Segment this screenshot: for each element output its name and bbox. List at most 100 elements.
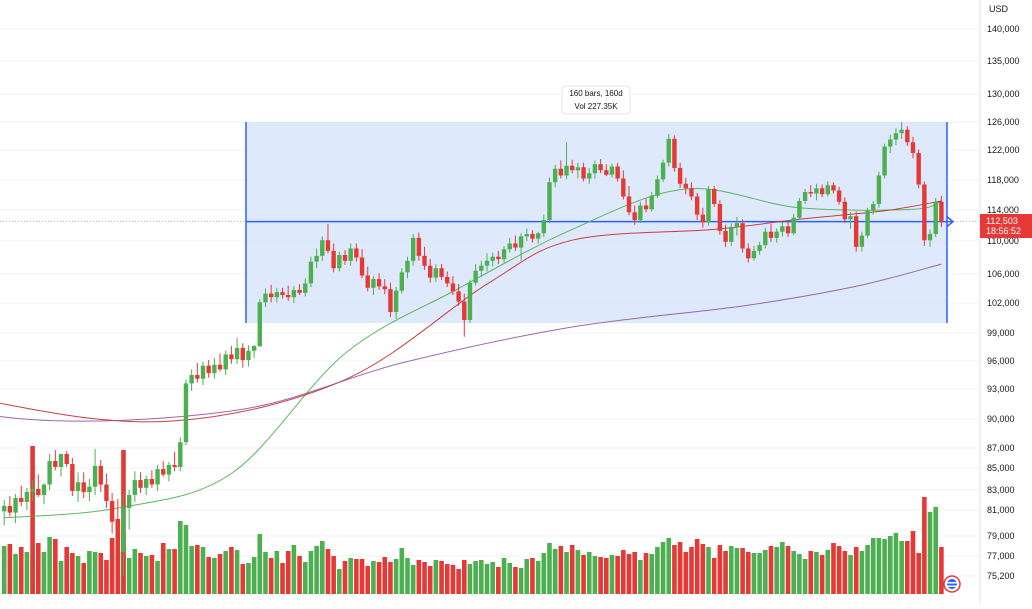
candle bbox=[320, 240, 325, 256]
candle bbox=[712, 189, 717, 204]
volume-bar bbox=[47, 537, 52, 594]
candle bbox=[354, 248, 359, 258]
candle bbox=[649, 195, 654, 210]
volume-bar bbox=[626, 554, 632, 594]
candle bbox=[660, 162, 666, 180]
volume-bar bbox=[638, 560, 643, 594]
volume-bar bbox=[677, 542, 683, 594]
candle bbox=[200, 365, 206, 379]
candle bbox=[479, 265, 484, 271]
range-measure[interactable] bbox=[245, 122, 955, 323]
volume-bar bbox=[683, 552, 689, 594]
volume-bar bbox=[479, 560, 484, 594]
volume-bar bbox=[836, 546, 842, 594]
volume-bar bbox=[541, 553, 547, 594]
candle bbox=[280, 292, 285, 296]
volume-bar bbox=[149, 555, 155, 594]
moving-averages bbox=[0, 188, 942, 519]
candle bbox=[234, 347, 240, 360]
candle bbox=[655, 179, 660, 196]
candle bbox=[183, 383, 189, 443]
volume-bar bbox=[70, 553, 75, 594]
candle bbox=[791, 217, 796, 234]
volume-bar bbox=[547, 543, 552, 594]
volume-bar bbox=[530, 558, 535, 594]
volume-bar bbox=[177, 521, 183, 594]
candle bbox=[694, 196, 700, 215]
volume-bar bbox=[189, 546, 194, 594]
volume-bar bbox=[649, 554, 655, 594]
candle bbox=[570, 165, 575, 171]
volume-bar bbox=[1, 546, 7, 594]
volume-bar bbox=[592, 556, 598, 594]
price-tick-label: 77,000 bbox=[987, 551, 1015, 561]
price-tick-label: 96,000 bbox=[987, 356, 1015, 366]
price-axis[interactable]: USD 140,000 135,000 130,000 126,000 122,000 1… bbox=[979, 0, 1020, 604]
candle bbox=[371, 279, 376, 288]
volume-bar bbox=[819, 555, 825, 594]
candle bbox=[144, 479, 149, 488]
candle bbox=[490, 256, 495, 261]
candle bbox=[291, 289, 297, 298]
volume-bar bbox=[745, 552, 751, 594]
volume-bar bbox=[763, 550, 768, 594]
candle bbox=[683, 183, 688, 189]
candle bbox=[672, 138, 677, 168]
volume-bar bbox=[268, 558, 274, 594]
volume-bar bbox=[774, 547, 779, 594]
moving-average-line bbox=[4, 188, 942, 519]
candle bbox=[939, 201, 944, 222]
candle bbox=[405, 260, 410, 273]
range-tooltip: 160 bars, 160d Vol 227.35K bbox=[561, 85, 631, 115]
volume-bar bbox=[195, 545, 200, 594]
candle bbox=[899, 129, 904, 134]
range-box bbox=[246, 122, 947, 323]
volume-bar bbox=[831, 543, 836, 594]
price-tick-label: 75,200 bbox=[987, 571, 1015, 581]
candle bbox=[53, 461, 58, 467]
candle bbox=[524, 234, 529, 237]
volume-spike-bar bbox=[30, 446, 35, 594]
candle bbox=[155, 469, 160, 485]
volume-bar bbox=[382, 557, 388, 594]
volume-bar bbox=[615, 556, 620, 594]
candle bbox=[257, 302, 262, 347]
volume-bar bbox=[439, 561, 444, 594]
candle bbox=[768, 231, 774, 238]
candle bbox=[854, 216, 859, 247]
volume-bar bbox=[143, 556, 149, 594]
candle bbox=[587, 173, 592, 179]
candle bbox=[126, 495, 132, 508]
moving-average-line bbox=[0, 200, 942, 423]
candle bbox=[172, 465, 177, 467]
candle bbox=[81, 482, 86, 492]
candle bbox=[518, 236, 524, 248]
volume-bar bbox=[64, 547, 69, 594]
candle bbox=[922, 184, 927, 241]
volume-bar bbox=[513, 567, 518, 594]
volume-bar bbox=[444, 564, 450, 594]
volume-bar bbox=[24, 552, 30, 594]
candle bbox=[2, 506, 7, 512]
volume-bar bbox=[859, 551, 865, 594]
volume-bar bbox=[75, 556, 81, 594]
candle bbox=[916, 153, 921, 185]
candle bbox=[58, 454, 64, 467]
volume-bar bbox=[314, 546, 319, 594]
volume-bar bbox=[183, 525, 189, 594]
candle bbox=[87, 486, 92, 492]
flag-icon[interactable] bbox=[943, 575, 961, 593]
volume-bar bbox=[223, 551, 229, 594]
volume-bar bbox=[814, 552, 819, 594]
candle bbox=[740, 223, 745, 249]
volume-bar bbox=[35, 543, 41, 594]
candle bbox=[734, 223, 740, 228]
volume-bar bbox=[797, 554, 802, 594]
price-tick-label: 126,000 bbox=[987, 117, 1020, 127]
volume-bar bbox=[711, 558, 717, 594]
volume-bar bbox=[53, 539, 58, 594]
grid bbox=[0, 28, 980, 577]
candle bbox=[751, 250, 757, 259]
candle bbox=[109, 501, 115, 522]
